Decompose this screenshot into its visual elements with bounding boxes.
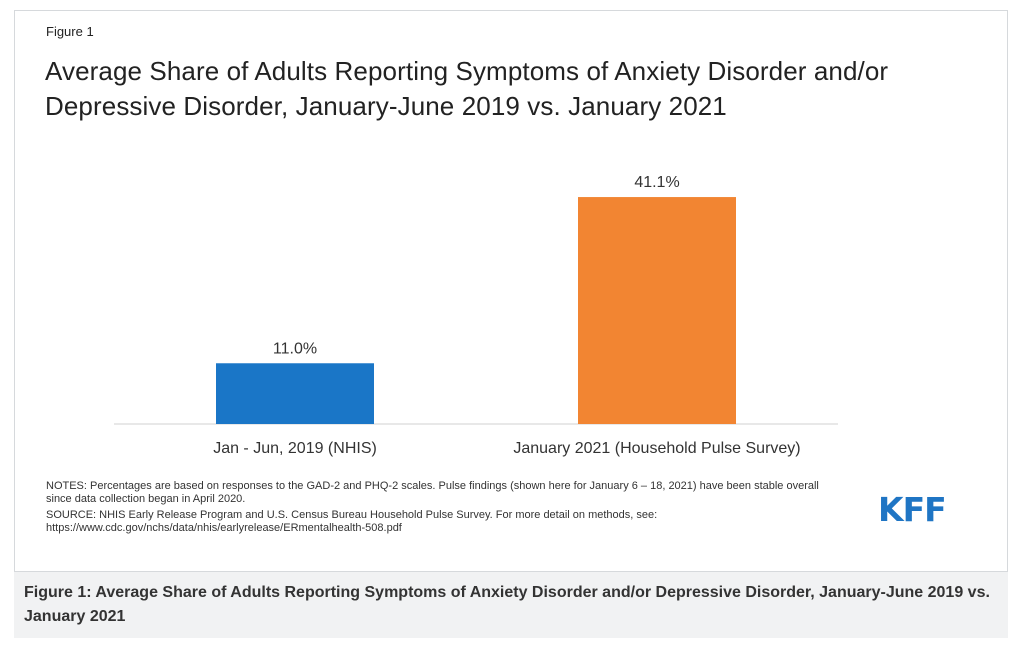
bar-chart: 11.0% Jan - Jun, 2019 (NHIS) 41.1% January … <box>114 174 838 457</box>
figure-label: Figure 1 <box>46 24 94 39</box>
chart-title: Average Share of Adults Reporting Sympto… <box>45 56 889 121</box>
figure-caption: Figure 1: Average Share of Adults Report… <box>14 572 1008 638</box>
category-label-2: January 2021 (Household Pulse Survey) <box>513 440 800 457</box>
source-text: SOURCE: NHIS Early Release Program and U… <box>46 509 658 534</box>
category-label-1: Jan - Jun, 2019 (NHIS) <box>213 440 377 457</box>
bar-1 <box>216 363 374 424</box>
notes-text: NOTES: Percentages are based on response… <box>46 480 819 505</box>
bar-value-label-2: 41.1% <box>634 174 679 191</box>
bar-value-label-1: 11.0% <box>273 340 317 357</box>
bars-group: 11.0% Jan - Jun, 2019 (NHIS) 41.1% January … <box>213 174 800 457</box>
notes-block: NOTES: Percentages are based on response… <box>46 480 846 538</box>
kff-logo: KFF <box>878 490 947 529</box>
figure-frame <box>14 10 1008 572</box>
bar-2 <box>578 197 736 424</box>
